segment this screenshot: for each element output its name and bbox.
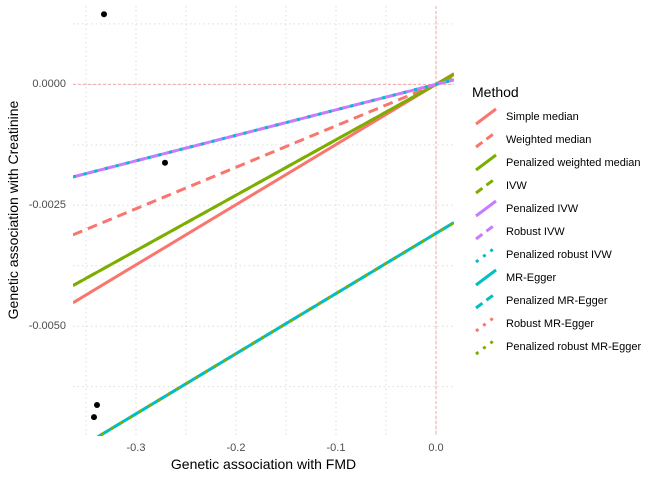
- legend-item: Weighted median: [472, 128, 641, 151]
- series-line: [96, 221, 454, 436]
- data-point: [101, 11, 107, 18]
- legend-item: Penalized weighted median: [472, 151, 641, 174]
- legend-key: [475, 268, 497, 287]
- legend-key: [475, 107, 497, 126]
- legend-key: [475, 176, 497, 195]
- legend-label: Weighted median: [506, 133, 592, 146]
- series-line: [73, 75, 454, 237]
- legend-label: Robust MR-Egger: [506, 317, 595, 330]
- x-tick-label: 0.0: [428, 442, 444, 454]
- legend-label: Penalized robust MR-Egger: [506, 340, 642, 353]
- legend-key: [475, 314, 497, 333]
- legend-key-line: [475, 314, 497, 333]
- legend-label: MR-Egger: [506, 271, 557, 284]
- legend-label: Simple median: [506, 110, 579, 123]
- x-tick-label: -0.3: [126, 442, 146, 454]
- legend-key-line: [475, 245, 497, 264]
- legend-label: Robust IVW: [506, 225, 565, 238]
- legend-key-line: [475, 291, 497, 310]
- legend-item: Penalized robust MR-Egger: [472, 335, 641, 358]
- legend-item: Robust MR-Egger: [472, 312, 641, 335]
- legend-key-line: [475, 130, 497, 149]
- legend-key-line: [475, 153, 497, 172]
- x-axis-title: Genetic association with FMD: [170, 456, 357, 472]
- series-line: [73, 73, 454, 287]
- legend-item: MR-Egger: [472, 266, 641, 289]
- legend-label: Penalized IVW: [506, 202, 579, 215]
- legend-item: Penalized IVW: [472, 197, 641, 220]
- legend: Method Simple median Weighted median Penal…: [472, 84, 641, 358]
- legend-key-line: [475, 222, 497, 241]
- legend-label: Penalized robust IVW: [506, 248, 612, 261]
- y-tick-label: -0.0050: [28, 320, 66, 333]
- legend-title: Method: [472, 84, 519, 100]
- legend-key: [475, 153, 497, 172]
- legend-item: Simple median: [472, 105, 641, 128]
- series-line: [73, 72, 454, 305]
- legend-key: [475, 245, 497, 264]
- data-point: [162, 159, 168, 166]
- legend-key-line: [475, 199, 497, 218]
- legend-label: Penalized weighted median: [506, 156, 641, 169]
- legend-label: Penalized MR-Egger: [506, 294, 608, 307]
- x-tick-label: -0.2: [226, 442, 246, 454]
- legend-key-line: [475, 337, 497, 356]
- y-axis-title: Genetic association with Creatinine: [5, 100, 21, 320]
- legend-key: [475, 199, 497, 218]
- legend-item: Robust IVW: [472, 220, 641, 243]
- data-point: [94, 402, 100, 409]
- y-tick-label: 0.0000: [32, 78, 66, 91]
- y-tick-label: -0.0025: [28, 199, 66, 212]
- legend-item: Penalized MR-Egger: [472, 289, 641, 312]
- series-line: [73, 78, 454, 179]
- legend-item: Penalized robust IVW: [472, 243, 641, 266]
- legend-entries: Simple median Weighted median Penalized we…: [472, 105, 641, 358]
- legend-key-line: [475, 268, 497, 287]
- legend-key: [475, 337, 497, 356]
- legend-key-line: [475, 176, 497, 195]
- legend-key: [475, 291, 497, 310]
- data-point: [91, 414, 97, 421]
- series-line: [96, 221, 454, 436]
- estimate-lines: [73, 72, 454, 436]
- legend-key: [475, 130, 497, 149]
- legend-key: [475, 222, 497, 241]
- legend-label: IVW: [506, 179, 527, 192]
- x-tick-label: -0.1: [326, 442, 346, 454]
- legend-item: IVW: [472, 174, 641, 197]
- legend-key-line: [475, 107, 497, 126]
